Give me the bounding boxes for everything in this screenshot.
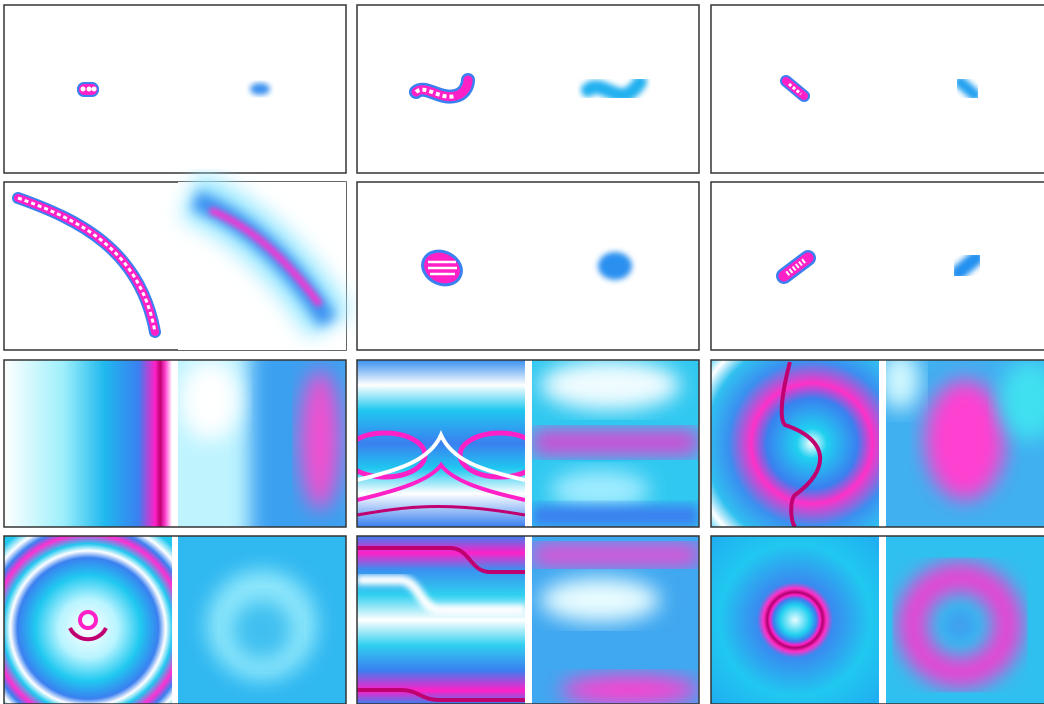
panel (356, 535, 700, 704)
panel (3, 535, 347, 704)
panel (710, 359, 1044, 528)
panel (710, 535, 1044, 704)
panel (3, 359, 347, 528)
panel (710, 181, 1044, 351)
panel (710, 4, 1044, 174)
panel (356, 4, 700, 174)
panel (356, 181, 700, 351)
panel (3, 4, 347, 174)
panel (3, 171, 352, 351)
panel (356, 359, 700, 528)
